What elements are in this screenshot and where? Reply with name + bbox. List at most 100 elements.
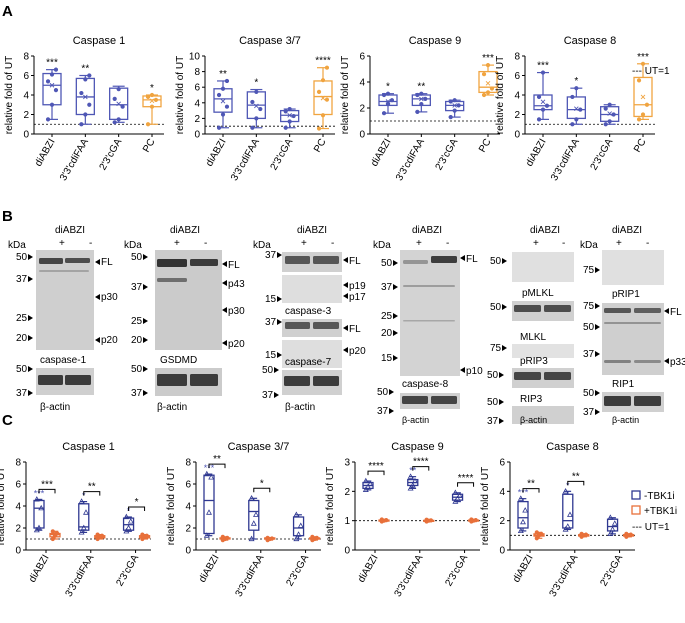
blot-band xyxy=(157,374,187,386)
blot-name: pMLKL xyxy=(522,288,554,299)
kda-label: kDa xyxy=(373,240,391,251)
kda-label: kDa xyxy=(124,240,142,251)
data-point xyxy=(53,67,59,72)
blot-band xyxy=(634,360,661,363)
significance-label: ** xyxy=(527,479,535,490)
data-point xyxy=(603,122,608,127)
y-tick-label: 6 xyxy=(15,480,21,491)
y-tick-label: 2 xyxy=(185,524,191,535)
band-arrow xyxy=(95,337,100,343)
data-point xyxy=(473,517,478,523)
blot-band xyxy=(39,270,89,272)
data-point xyxy=(579,531,584,536)
y-axis-label: relative fold of UT xyxy=(166,467,177,545)
data-point xyxy=(562,526,569,532)
kda-marker: 25 xyxy=(381,311,393,322)
y-axis-label: relative fold of UT xyxy=(325,467,336,545)
kda-marker: 37 xyxy=(583,407,595,418)
data-point xyxy=(540,107,546,112)
box xyxy=(33,499,45,529)
marker-arrow xyxy=(28,315,33,321)
data-point xyxy=(50,536,55,542)
data-point xyxy=(250,99,255,105)
data-point xyxy=(644,102,650,107)
data-point xyxy=(389,98,395,103)
x-tick-label: 3'3'cdiFAA xyxy=(229,137,262,183)
treatment-label: diABZI xyxy=(412,225,442,236)
data-point xyxy=(517,495,524,501)
kda-marker: 15 xyxy=(265,294,277,305)
lane-minus: - xyxy=(562,238,565,249)
mean-marker xyxy=(116,101,121,107)
marker-arrow xyxy=(143,254,148,260)
data-point xyxy=(640,61,646,66)
data-point xyxy=(320,78,326,83)
x-tick-label: 2'3'cGA xyxy=(98,137,125,173)
data-point xyxy=(250,520,257,526)
kda-marker: 37 xyxy=(377,406,389,417)
blot-band xyxy=(38,375,63,385)
mean-marker xyxy=(320,95,326,101)
x-tick-label: diABZI xyxy=(27,553,52,584)
data-point xyxy=(454,495,461,501)
marker-arrow xyxy=(393,355,398,361)
actin-label: β-actin xyxy=(157,402,187,413)
data-point xyxy=(293,511,300,517)
band-arrow xyxy=(222,280,227,286)
significance-bracket xyxy=(253,487,271,493)
data-point xyxy=(220,534,225,539)
data-point xyxy=(253,511,259,517)
lane-minus: - xyxy=(204,238,207,249)
panel-letter-b: B xyxy=(2,208,13,225)
marker-arrow xyxy=(595,409,600,415)
data-point xyxy=(297,522,304,528)
chart-title: Caspase 8 xyxy=(546,441,599,453)
data-point xyxy=(36,524,42,531)
panel-a-chart: 0 2 4 6 8 relative fold of UT Caspase 1 diABZI 3… xyxy=(4,35,164,183)
y-tick-label: 4 xyxy=(15,502,21,513)
data-point xyxy=(485,62,491,68)
blot-band xyxy=(514,305,541,312)
marker-arrow xyxy=(274,392,279,398)
panel-c-chart: 0 2 4 6 8 relative fold of UT Caspase 3/7 diABZ… xyxy=(166,441,321,599)
data-point xyxy=(265,535,270,541)
y-tick-label: 6 xyxy=(359,52,365,63)
actin-label: β-actin xyxy=(40,402,70,413)
panel-letter-c: C xyxy=(2,412,13,429)
x-tick-label: 2'3'cGA xyxy=(598,553,625,589)
lane-minus: - xyxy=(446,238,449,249)
kda-marker: 25 xyxy=(131,316,143,327)
significance-label: * xyxy=(574,76,578,87)
significance-bracket xyxy=(522,488,540,493)
data-point xyxy=(78,498,85,504)
kda-marker: 50 xyxy=(583,322,595,333)
band-arrow xyxy=(222,340,227,346)
blot-name: RIP1 xyxy=(612,379,635,390)
data-point xyxy=(407,473,414,479)
y-tick-label: 8 xyxy=(23,52,29,63)
band-arrow xyxy=(664,358,669,364)
marker-arrow xyxy=(393,260,398,266)
mean-marker xyxy=(640,94,646,100)
kda-marker: 50 xyxy=(487,397,499,408)
data-point xyxy=(583,532,589,537)
mean-marker xyxy=(83,94,88,100)
x-tick-label: 3'3'cdiFAA xyxy=(394,137,427,183)
data-point xyxy=(636,117,642,122)
blot-band xyxy=(285,256,310,264)
kda-marker: 50 xyxy=(490,302,502,313)
legend-ref-a: --- UT=1 xyxy=(632,66,670,77)
y-tick-label: 2 xyxy=(514,110,520,121)
data-point xyxy=(517,527,524,534)
data-point xyxy=(365,483,371,490)
data-point xyxy=(50,529,55,534)
marker-arrow xyxy=(274,367,279,373)
x-tick-label: 2'3'cGA xyxy=(589,137,616,173)
x-tick-label: 3'3'cdiFAA xyxy=(548,553,581,599)
marker-arrow xyxy=(595,351,600,357)
blot-band xyxy=(157,278,187,282)
legend-ref-c: --- UT=1 xyxy=(632,522,670,533)
y-axis-label: relative fold of UT xyxy=(340,56,351,134)
blot-band xyxy=(604,322,661,324)
